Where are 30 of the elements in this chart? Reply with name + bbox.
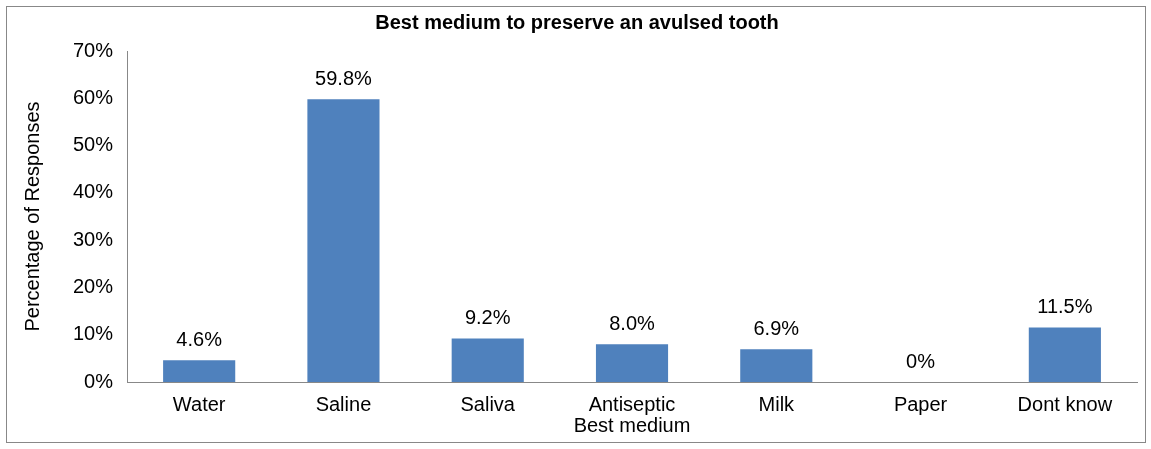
y-tick-label: 10% [73,322,114,345]
chart-title: Best medium to preserve an avulsed tooth [375,10,779,33]
y-tick-label: 40% [73,180,114,203]
bar [163,360,236,382]
x-tick-label: Saliva [460,392,516,415]
data-label: 8.0% [609,311,656,334]
data-label: 4.6% [176,327,223,350]
x-tick-label: Dont know [1017,392,1113,415]
y-tick-label: 30% [73,227,114,250]
x-tick-label: Water [172,392,226,415]
y-tick-label: 0% [84,369,114,392]
x-tick-label: Milk [758,392,796,415]
x-tick-label: Saline [315,392,372,415]
data-label: 59.8% [315,66,373,89]
x-tick-label: Antiseptic [588,392,676,415]
data-label: 11.5% [1037,295,1093,318]
data-label: 0% [906,349,936,372]
bar [451,338,524,382]
bar [1028,327,1101,382]
y-tick-label: 60% [73,85,114,108]
data-label: 6.9% [753,316,800,339]
y-tick-label: 50% [73,133,114,156]
bar [740,349,813,382]
bar [595,344,669,382]
data-label: 9.2% [464,306,511,329]
bar [307,99,380,382]
y-axis-title: Percentage of Responses [20,101,43,332]
x-tick-label: Paper [893,392,948,415]
y-tick-label: 20% [73,274,114,297]
y-tick-label: 70% [73,38,114,61]
